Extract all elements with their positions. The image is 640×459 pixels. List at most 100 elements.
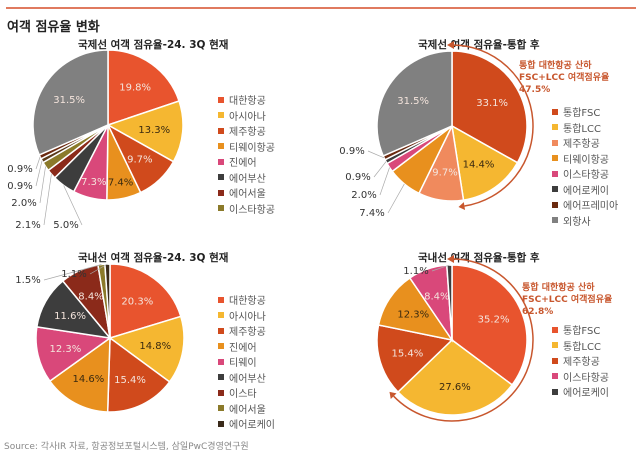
slice-label: 1.5% [15,275,40,286]
pie-slice [451,264,528,386]
legend-label: 통합LCC [563,341,601,353]
legend-label: 티웨이 [229,358,257,370]
slice-label: 13.3% [138,125,170,136]
slice-label: 19.8% [119,83,151,94]
annotation-line: FSC+LCC 여객점유율 [522,295,613,305]
slice-label: 7.4% [359,208,384,219]
legend-item: 대한항공 [218,92,275,108]
legend-swatch [218,327,224,334]
pie-slice [48,336,111,413]
legend-item: 티웨이항공 [218,139,275,155]
legend-item: 이스타항공 [552,166,618,182]
legend-item: 에어로케이 [552,182,618,198]
legend-label: 이스타 [229,389,257,401]
legend-label: 에어부산 [229,173,266,185]
slice-label: 14.8% [139,341,171,352]
legend-swatch [218,343,224,350]
slice-label: 7.4% [108,178,133,189]
leader-line [379,167,390,196]
slice-label: 12.3% [397,310,429,321]
legend-label: 티웨이항공 [563,154,609,166]
slice-label: 15.4% [391,348,423,359]
legend-swatch [218,174,224,181]
annotation-line: 통합 대한항공 산하 [519,61,592,71]
legend-item: 아시아나 [218,108,275,124]
leader-line [63,185,83,226]
annotation-line: 통합 대한항공 산하 [522,283,595,293]
legend-item: 이스타항공 [552,369,609,385]
pie-slice [108,315,185,383]
pie-slice [451,50,528,164]
legend-swatch [552,155,558,162]
source-note: Source: 각사IR 자료, 항공정보포털시스템, 삼일PwC경영연구원 [4,442,249,452]
leader-line [89,263,108,275]
legend-label: 이스타항공 [563,372,609,384]
legend-label: 제주항공 [563,139,600,151]
legend-swatch [552,357,558,364]
leader-line [35,160,43,187]
legend-item: 에어로케이 [218,416,275,432]
leader-line [373,161,387,178]
legend-swatch [218,374,224,381]
legend-swatch [218,405,224,412]
slice-label: 15.4% [114,375,146,386]
legend-swatch [552,170,558,177]
slice-label: 20.3% [121,297,153,308]
chart-title-intl-current: 국제선 여객 점유율-24. 3Q 현재 [78,39,229,51]
legend-label: 제주항공 [563,357,600,369]
legend-item: 이스타항공 [218,201,275,217]
legend-label: 에어로케이 [563,388,609,400]
legend-label: 아시아나 [229,111,266,123]
legend: 대한항공 아시아나 제주항공 진에어 티웨이 에어부산 이스타 에어서울 에어로케이 [218,292,275,432]
arrow-head-icon [389,391,397,399]
annotation-value: 47.5% [519,85,551,95]
slice-label: 2.0% [11,198,36,209]
legend-item: 에어부산 [218,370,275,386]
legend-label: 대한항공 [229,296,266,308]
leader-line [35,156,41,170]
legend-item: 외항사 [552,213,618,229]
legend-swatch [218,158,224,165]
legend-swatch [552,139,558,146]
chart-title-intl-merged: 국제선 여객 점유율-통합 후 [418,39,540,51]
chart-title-dom-merged: 국내선 여객 점유율-통합 후 [418,252,540,264]
legend-label: 통합FSC [563,326,601,338]
legend-label: 외항사 [563,216,591,228]
pie-slice [376,50,453,157]
slice-label: 8.4% [78,292,103,303]
legend-item: 이스타 [218,385,275,401]
legend-swatch [218,420,224,427]
slice-label: 0.9% [7,164,32,175]
legend-label: 진에어 [229,158,257,170]
leader-line [431,264,450,272]
slice-label: 0.9% [345,172,370,183]
legend-item: 통합LCC [552,338,609,354]
leader-line [39,166,46,204]
legend-label: 에어로케이 [563,185,609,197]
legend-swatch [552,342,558,349]
slice-label: 7.3% [81,177,106,188]
slice-label: 27.6% [439,382,471,393]
legend-item: 에어프레미아 [552,197,618,213]
annotation-dom: 통합 대한항공 산하 FSC+LCC 여객점유율 62.8% [522,282,612,318]
legend-item: 대한항공 [218,292,275,308]
slice-label: 12.3% [49,344,81,355]
legend-label: 제주항공 [229,127,266,139]
slice-label: 14.6% [73,374,105,385]
legend-item: 통합FSC [552,322,609,338]
legend-item: 티웨이 [218,354,275,370]
legend-item: 통합LCC [552,120,618,136]
legend-item: 에어부산 [218,170,275,186]
legend-item: 티웨이항공 [552,151,618,167]
legend-label: 통합FSC [563,108,601,120]
share-arc [451,44,534,207]
legend-swatch [218,189,224,196]
slice-label: 35.2% [478,315,510,326]
legend-item: 진에어 [218,154,275,170]
slice-label: 2.1% [15,220,40,231]
legend-item: 에어서울 [218,401,275,417]
legend-label: 통합LCC [563,123,601,135]
annotation-intl: 통합 대한항공 산하 FSC+LCC 여객점유율 47.5% [519,60,609,96]
